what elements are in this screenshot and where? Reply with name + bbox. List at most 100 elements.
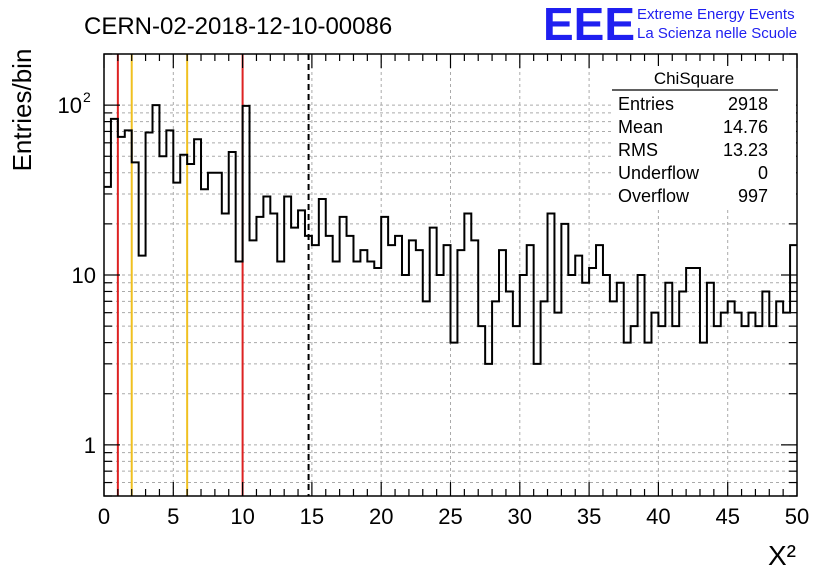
stats-label: Underflow [618, 163, 700, 183]
histogram-bin [471, 240, 478, 496]
x-tick-label: 5 [167, 504, 179, 529]
histogram-bin [423, 301, 430, 496]
histogram-bin [582, 283, 589, 496]
histogram-bin [554, 313, 561, 496]
histogram-bin [270, 214, 277, 496]
histogram-bin [617, 283, 624, 496]
histogram-bin [769, 326, 776, 496]
x-tick-label: 45 [715, 504, 739, 529]
logo-line-1: Extreme Energy Events [637, 6, 795, 23]
histogram-series [104, 104, 797, 496]
histogram-bin [180, 155, 187, 496]
histogram-bin [679, 291, 686, 496]
histogram-bin [111, 119, 118, 496]
histogram-bin [291, 228, 298, 496]
stats-header: ChiSquare [654, 69, 734, 88]
histogram-bin [575, 256, 582, 496]
histogram-bin [548, 214, 555, 496]
histogram-bin [347, 236, 354, 496]
histogram-bin [485, 364, 492, 496]
histogram-bin [194, 139, 201, 496]
histogram-bin [333, 262, 340, 496]
histogram-bin [201, 189, 208, 496]
x-tick-label: 10 [230, 504, 254, 529]
histogram-bin [610, 301, 617, 496]
histogram-bin [527, 245, 534, 496]
stats-value: 13.23 [723, 140, 768, 160]
histogram-bin [645, 343, 652, 496]
histogram-bin [395, 236, 402, 496]
histogram-bin [173, 183, 180, 496]
histogram-bin [513, 326, 520, 496]
histogram-bin [783, 313, 790, 496]
histogram-bin [187, 164, 194, 496]
histogram-bin [693, 268, 700, 496]
histogram-bin [374, 268, 381, 496]
histogram-bin [624, 343, 631, 496]
histogram-bin [215, 173, 222, 496]
histogram-bin [596, 245, 603, 496]
histogram-bin [707, 283, 714, 496]
histogram-bin [672, 326, 679, 496]
histogram-bin [353, 262, 360, 496]
histogram-bin [312, 245, 319, 496]
histogram-bin [222, 214, 229, 496]
histogram-bin [360, 250, 367, 496]
histogram-bin [284, 196, 291, 496]
histogram-bin [755, 326, 762, 496]
histogram-bin [776, 301, 783, 496]
stats-label: Entries [618, 94, 674, 114]
logo-line-2: La Scienza nelle Scuole [637, 25, 797, 42]
x-tick-label: 25 [438, 504, 462, 529]
histogram-bin [728, 301, 735, 496]
histogram-bin [388, 245, 395, 496]
histogram-bin [603, 275, 610, 496]
stats-label: Overflow [618, 186, 690, 206]
histogram-bin [236, 262, 243, 496]
histogram-bin [561, 224, 568, 496]
histogram-bin [277, 262, 284, 496]
x-tick-label: 30 [508, 504, 532, 529]
histogram-bin [700, 343, 707, 496]
histogram-bin [256, 217, 263, 496]
x-axis-label: X² [768, 540, 796, 571]
histogram-bin [457, 250, 464, 496]
x-tick-label: 0 [98, 504, 110, 529]
histogram-bin [430, 228, 437, 496]
stats-box: ChiSquare Entries 2918 Mean 14.76 RMS 13… [612, 66, 796, 210]
histogram-bin [381, 217, 388, 496]
histogram-bin [638, 275, 645, 496]
histogram-bin [298, 210, 305, 496]
chart-title: CERN-02-2018-12-10-00086 [84, 13, 392, 40]
histogram-bin [451, 343, 458, 496]
eee-logo-mark: EEE [543, 0, 635, 50]
histogram-bin [748, 313, 755, 496]
histogram-bin [534, 364, 541, 496]
histogram-bin [416, 250, 423, 496]
stats-label: RMS [618, 140, 658, 160]
histogram-bin [658, 326, 665, 496]
stats-value: 0 [758, 163, 768, 183]
histogram-bin [541, 301, 548, 496]
stats-value: 997 [738, 186, 768, 206]
histogram-bin [506, 291, 513, 496]
histogram-bin [139, 256, 146, 496]
histogram-bin [735, 313, 742, 496]
histogram-bin [166, 130, 173, 496]
histogram-bin [340, 217, 347, 496]
histogram-bin [464, 214, 471, 496]
histogram-bin [520, 275, 527, 496]
histogram-bin [402, 275, 409, 496]
x-tick-label: 40 [646, 504, 670, 529]
histogram-bin [146, 133, 153, 496]
histogram-bin [568, 275, 575, 496]
histogram-bin [159, 156, 166, 496]
x-tick-label: 15 [300, 504, 324, 529]
histogram-bin [478, 326, 485, 496]
histogram-bin [305, 236, 312, 496]
x-tick-label: 20 [369, 504, 393, 529]
histogram-bin [499, 250, 506, 496]
y-tick-label: 10 [58, 93, 82, 118]
histogram-bin [714, 326, 721, 496]
